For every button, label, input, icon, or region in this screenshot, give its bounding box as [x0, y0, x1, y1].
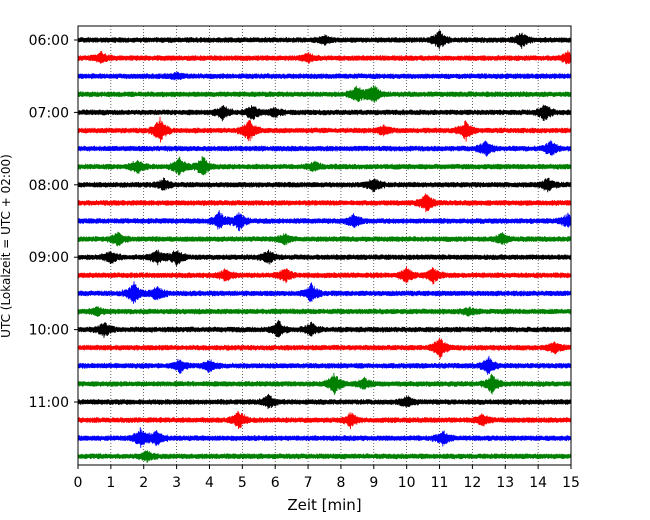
trace-0945: [77, 306, 572, 318]
y-axis-label: UTC (Lokalzeit = UTC + 02:00): [0, 154, 13, 338]
x-tick-label: 5: [238, 475, 247, 491]
trace-0715: [77, 116, 572, 143]
y-tick-label: 08:00: [29, 178, 69, 194]
x-tick-label: 8: [336, 475, 345, 491]
trace-1115: [77, 410, 572, 430]
x-axis-label: Zeit [min]: [287, 496, 361, 514]
x-tick-label: 3: [172, 475, 181, 491]
y-tick-label: 07:00: [29, 105, 69, 121]
x-tick-label: 10: [398, 475, 416, 491]
trace-0915: [77, 266, 572, 285]
trace-0930: [77, 281, 572, 304]
trace-0845: [77, 231, 572, 247]
trace-1015: [77, 337, 572, 360]
x-tick-label: 4: [205, 475, 214, 491]
traces: [77, 30, 572, 464]
trace-0815: [77, 193, 572, 213]
trace-0830: [77, 210, 572, 232]
trace-0745: [77, 156, 572, 176]
trace-1045: [77, 372, 572, 395]
trace-0615: [77, 50, 572, 65]
y-axis-ticks: 06:00 07:00 08:00 09:00 10:00 11:00: [29, 33, 78, 411]
y-tick-label: 09:00: [29, 250, 69, 266]
x-tick-label: 11: [431, 475, 449, 491]
trace-1030: [77, 355, 572, 375]
plot-frame: [77, 25, 572, 466]
trace-0600: [77, 30, 572, 50]
x-tick-label: 9: [369, 475, 378, 491]
trace-0800: [77, 177, 572, 193]
trace-1145: [77, 450, 572, 464]
x-tick-label: 13: [496, 475, 514, 491]
trace-1100: [77, 393, 572, 410]
trace-1000: [77, 319, 572, 338]
y-tick-label: 06:00: [29, 33, 69, 49]
trace-0700: [77, 104, 572, 122]
trace-0730: [77, 140, 572, 157]
grid-lines: [110, 26, 539, 465]
trace-0645: [77, 85, 572, 103]
trace-0630: [77, 71, 572, 81]
x-tick-label: 6: [271, 475, 280, 491]
x-tick-label: 0: [74, 475, 83, 491]
trace-1130: [77, 427, 572, 448]
x-tick-label: 14: [529, 475, 547, 491]
trace-0900: [77, 249, 572, 267]
y-tick-label: 11:00: [29, 395, 69, 411]
x-tick-label: 15: [562, 475, 580, 491]
x-tick-label: 1: [106, 475, 115, 491]
x-tick-label: 12: [463, 475, 481, 491]
x-axis-ticks: 0 1 2 3 4 5 6 7 8 9 10 11 12 13 14 15: [74, 465, 580, 491]
x-tick-label: 2: [139, 475, 148, 491]
x-tick-label: 7: [304, 475, 313, 491]
y-tick-label: 10:00: [29, 323, 69, 339]
